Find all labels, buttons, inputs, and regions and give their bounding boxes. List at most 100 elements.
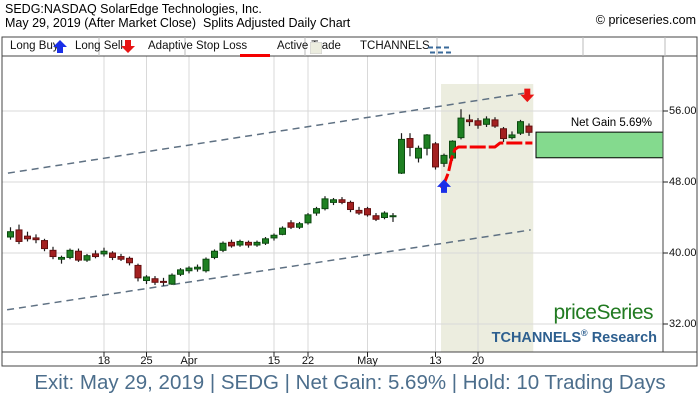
candle-body (389, 215, 397, 218)
candle-body (287, 222, 295, 228)
candle-body (304, 214, 312, 224)
copyright-notice: © priceseries.com (595, 13, 696, 27)
candle-body (41, 240, 48, 250)
stop-loss-line-icon (240, 45, 270, 63)
candle-body (253, 241, 261, 246)
candle-body (296, 223, 303, 228)
registered-mark: ® (581, 328, 588, 338)
candle-body (432, 143, 439, 168)
x-axis-tick-label: 20 (471, 355, 485, 367)
legend-bar: Long Buy Long Sell Adaptive Stop Loss Activ… (0, 37, 697, 59)
candle-body (457, 117, 465, 139)
long-buy-arrow (437, 179, 451, 193)
candle-body (381, 212, 388, 218)
candle-body (15, 229, 23, 242)
x-axis-tick-label: Apr (180, 355, 198, 367)
candle-body (355, 209, 363, 214)
candle-body (321, 198, 329, 210)
candle-body (24, 235, 31, 240)
candle-body (58, 256, 65, 260)
candle-body (372, 215, 380, 220)
candle-body (126, 257, 133, 264)
research-brand: TCHANNELS (491, 329, 582, 346)
candle-body (75, 250, 82, 261)
candle-body (491, 119, 499, 127)
x-axis-tick-label: 25 (140, 355, 153, 367)
y-axis-tick-label: 40.00 (669, 247, 697, 259)
candle-body (279, 227, 286, 235)
x-axis-tick-label: 15 (267, 355, 281, 367)
candle-body (364, 208, 371, 216)
candle-body (262, 238, 269, 244)
candle-body (7, 231, 14, 238)
candle-body (194, 266, 201, 270)
candle-body (313, 208, 320, 214)
active-trade-swatch-icon (309, 41, 323, 59)
research-word: Research (587, 329, 657, 346)
candle-body (517, 121, 524, 134)
long-sell-arrow-icon (121, 40, 135, 58)
candle-body (415, 147, 422, 159)
candle-body (483, 118, 490, 125)
candle-body (92, 253, 99, 258)
trade-summary-footer: Exit: May 29, 2019 | SEDG | Net Gain: 5.… (34, 371, 666, 394)
candle-body (245, 241, 252, 246)
candle-body (160, 280, 167, 283)
candle-body (347, 201, 354, 211)
candle-body (100, 250, 108, 255)
candle-body (83, 255, 91, 261)
candle-body (151, 278, 159, 283)
chart-subtitle: May 29, 2019 (After Market Close) Splits… (5, 16, 351, 30)
stop-loss-line (439, 141, 533, 189)
x-axis-tick-label: 13 (429, 355, 442, 367)
legend-label-active-trade: Active Trade (277, 40, 341, 52)
x-axis-tick-label: 22 (301, 355, 315, 367)
legend-label-tchannels: TCHANNELS (360, 40, 430, 52)
candle-body (109, 252, 116, 258)
candle-body (185, 267, 193, 272)
chart-title: SEDG:NASDAQ SolarEdge Technologies, Inc. (5, 2, 262, 16)
candle-body (168, 274, 176, 285)
tchannels-dashes-icon (428, 42, 452, 60)
priceseries-logo: priceSeries (553, 301, 653, 324)
long-sell-arrow (520, 88, 535, 103)
candle-body (211, 250, 218, 258)
candle-body (466, 119, 473, 123)
x-axis-tick-label: May (357, 355, 378, 367)
candle-body (32, 237, 40, 241)
candle-body (423, 134, 431, 149)
candle-body (508, 134, 516, 139)
x-axis-tick-label: 18 (97, 355, 111, 367)
net-gain-label: Net Gain 5.69% (570, 117, 652, 129)
candle-body (474, 120, 482, 126)
candle-body (525, 125, 533, 133)
long-buy-arrow-icon (53, 40, 67, 58)
channel-upper-line (7, 92, 525, 174)
outer-frame (1, 36, 698, 367)
candle-body (500, 128, 507, 140)
candle-body (219, 242, 227, 251)
candle-body (440, 154, 448, 164)
tchannels-research-watermark: TCHANNELS® Research (492, 328, 657, 346)
candle-body (177, 269, 184, 275)
y-axis-tick-label: 48.00 (669, 176, 697, 188)
net-gain-box (535, 131, 664, 159)
candle-body (117, 256, 125, 260)
candle-body (406, 138, 414, 148)
candle-body (398, 138, 405, 174)
y-axis-tick-label: 56.00 (669, 105, 697, 117)
candle-body (236, 240, 244, 246)
candle-body (270, 234, 278, 239)
candle-body (338, 199, 346, 203)
candle-body (134, 264, 142, 279)
candle-body (143, 276, 150, 282)
legend-label-long-sell: Long Sell (75, 40, 123, 52)
candle-body (330, 199, 337, 203)
legend-label-long-buy: Long Buy (10, 40, 59, 52)
candle-body (228, 241, 235, 247)
legend-label-adaptive-stop-loss: Adaptive Stop Loss (148, 40, 248, 52)
channel-lower-line (6, 229, 531, 311)
candle-body (202, 258, 210, 272)
